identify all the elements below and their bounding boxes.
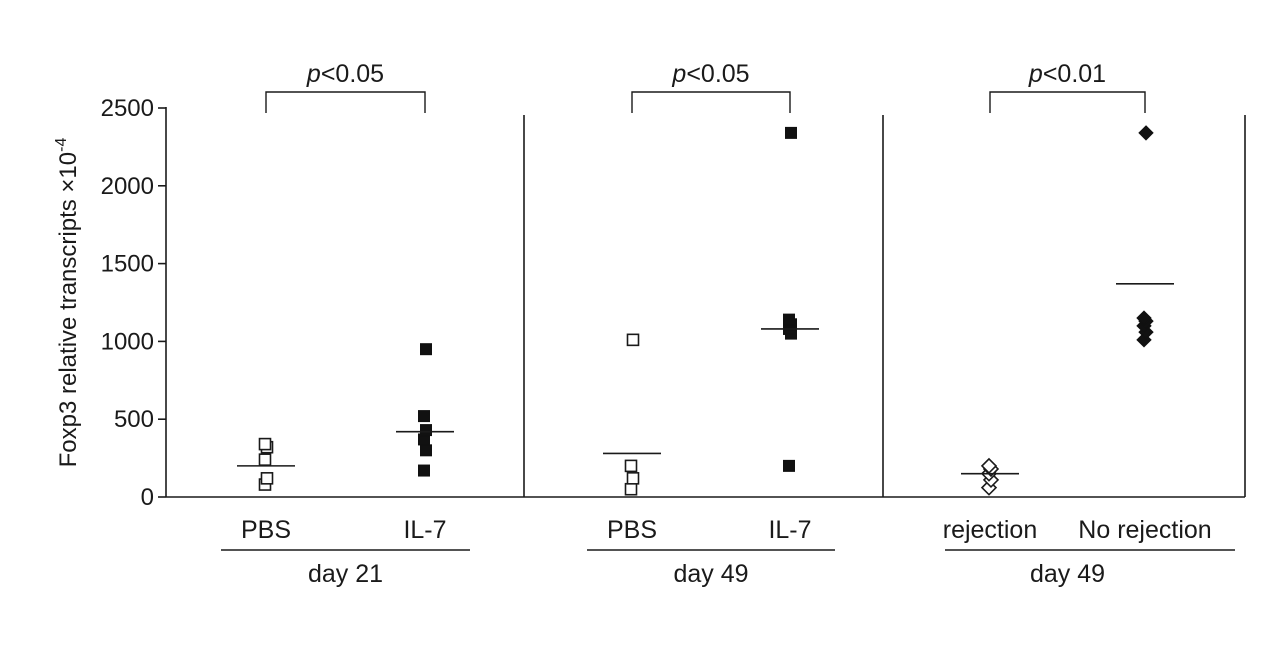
significance-bracket	[631, 91, 791, 113]
y-tick-label: 1500	[101, 251, 154, 278]
data-point	[624, 482, 638, 496]
significance-value: <0.05	[321, 60, 384, 88]
data-point	[626, 472, 640, 485]
group-label: day 49	[1030, 560, 1105, 588]
category-label: IL-7	[768, 516, 811, 544]
significance-label: p<0.05	[671, 60, 749, 88]
category-label: rejection	[943, 516, 1038, 544]
data-point	[785, 126, 797, 139]
data-point	[626, 333, 640, 347]
data-point	[258, 453, 272, 466]
significance-p: p	[671, 60, 686, 88]
y-tick-label: 500	[114, 406, 154, 433]
data-point	[420, 343, 432, 356]
significance-p: p	[306, 60, 321, 88]
y-tick-label: 0	[141, 484, 154, 511]
data-point	[1136, 310, 1152, 326]
category-label: IL-7	[403, 516, 446, 544]
significance-label: p<0.01	[1028, 60, 1106, 88]
y-axis-title: Foxp3 relative transcripts ×10-4	[53, 138, 82, 468]
group-label: day 21	[308, 560, 383, 588]
data-point	[420, 424, 432, 437]
data-point	[418, 464, 430, 477]
y-tick-label: 2000	[101, 173, 154, 200]
panel-1	[237, 343, 454, 491]
significance-bracket	[265, 91, 426, 113]
data-point	[783, 459, 795, 472]
axes	[158, 107, 1246, 498]
panel-2	[603, 126, 819, 496]
labels: 0 500 1000 1500 2000 2500 Foxp3 relative trans…	[53, 60, 1235, 588]
data-point	[624, 459, 638, 473]
data-point	[258, 437, 272, 451]
y-axis-title-exponent: -4	[53, 138, 70, 152]
significance-p: p	[1028, 60, 1043, 88]
category-label: PBS	[607, 516, 657, 544]
y-tick-label: 1000	[101, 328, 154, 355]
data-point	[260, 472, 274, 485]
panel-3	[961, 125, 1174, 496]
significance-value: <0.05	[686, 60, 749, 88]
data-point	[783, 313, 795, 326]
data-marks	[237, 125, 1174, 496]
significance-value: <0.01	[1043, 60, 1106, 88]
category-label: No rejection	[1078, 516, 1211, 544]
data-point	[1138, 125, 1154, 141]
data-point	[418, 410, 430, 423]
y-axis-title-text: Foxp3 relative transcripts ×10	[55, 152, 82, 467]
y-tick-label: 2500	[101, 95, 154, 122]
category-label: PBS	[241, 516, 291, 544]
data-point	[420, 444, 432, 457]
significance-bracket	[989, 91, 1146, 113]
group-label: day 49	[673, 560, 748, 588]
significance-label: p<0.05	[306, 60, 384, 88]
